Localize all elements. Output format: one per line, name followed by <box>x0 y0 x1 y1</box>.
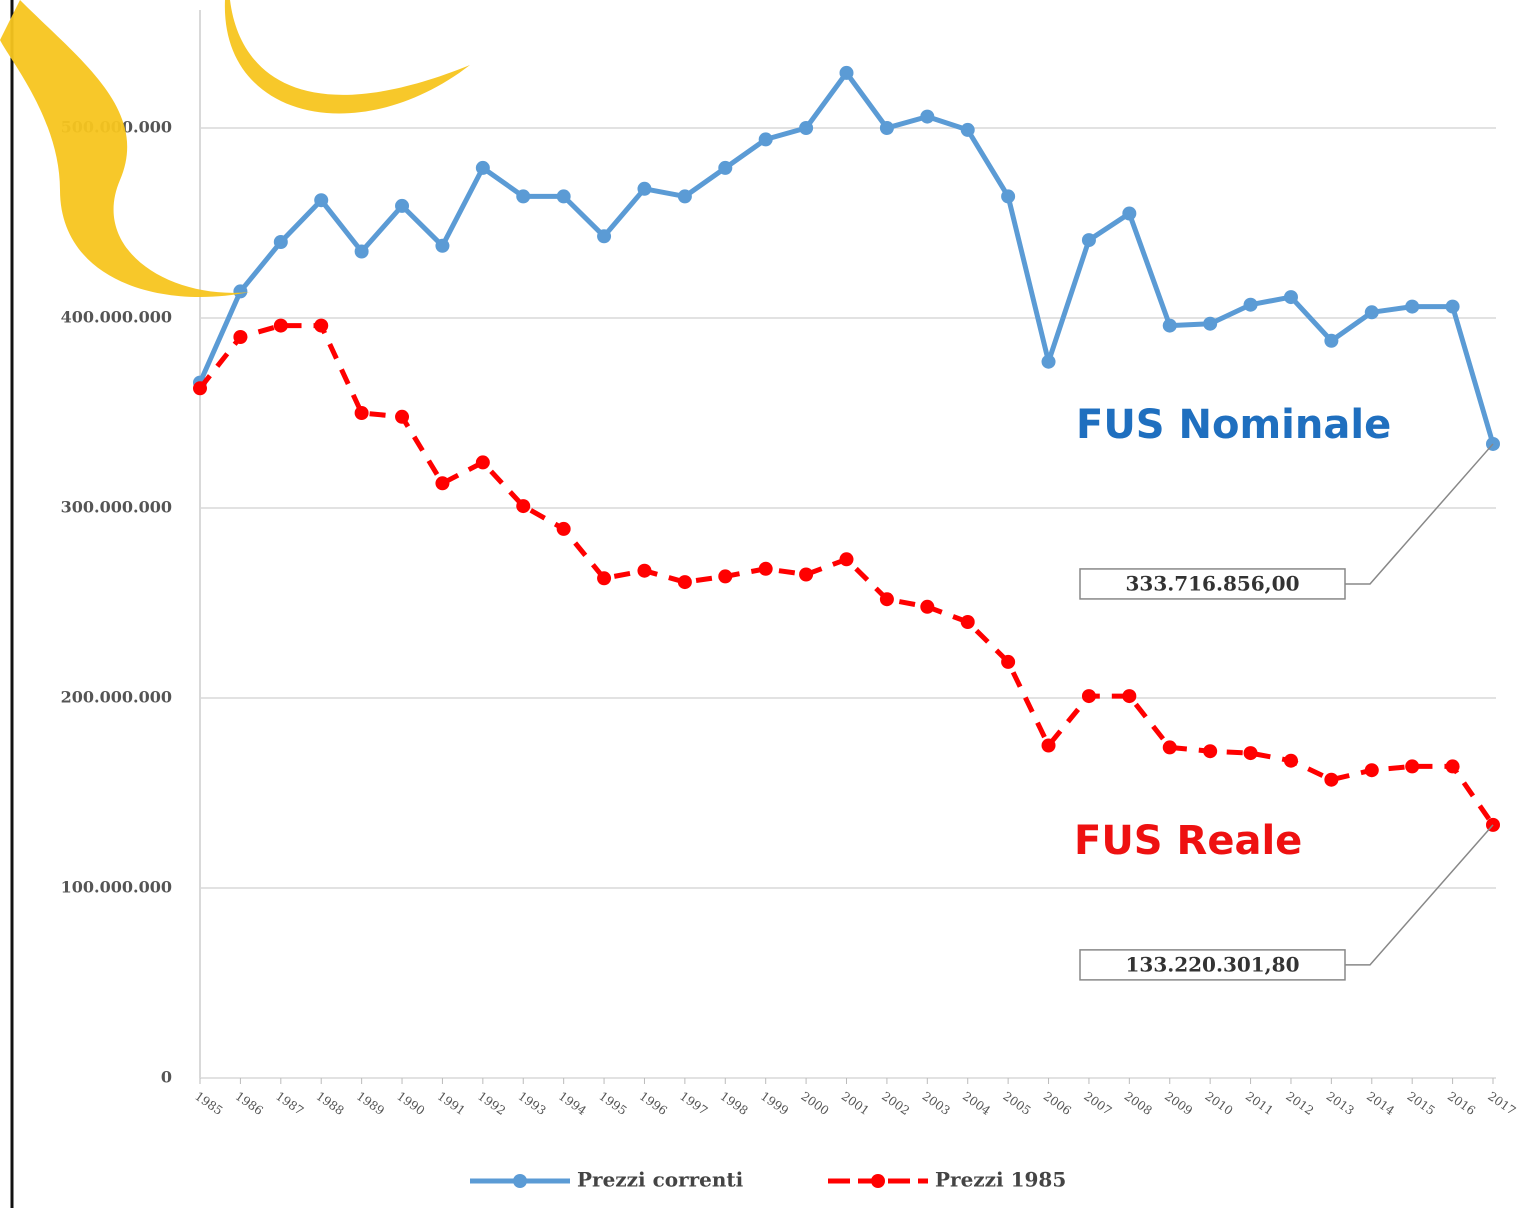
y-tick-label: 300.000.000 <box>61 498 172 517</box>
y-tick-label: 100.000.000 <box>61 878 172 897</box>
point <box>233 284 247 298</box>
point <box>1324 334 1338 348</box>
point <box>880 592 894 606</box>
point <box>1001 655 1015 669</box>
point <box>557 522 571 536</box>
y-tick-label: 400.000.000 <box>61 308 172 327</box>
point <box>1122 689 1136 703</box>
background <box>0 0 1526 1208</box>
point <box>880 121 894 135</box>
point <box>718 161 732 175</box>
point <box>920 110 934 124</box>
point <box>597 229 611 243</box>
point <box>314 193 328 207</box>
point <box>1203 317 1217 331</box>
y-tick-label: 200.000.000 <box>61 688 172 707</box>
point <box>678 575 692 589</box>
annotation: FUS Reale <box>1074 818 1302 864</box>
legend-label: Prezzi 1985 <box>935 1168 1066 1192</box>
point <box>435 239 449 253</box>
point <box>759 562 773 576</box>
point <box>840 552 854 566</box>
point <box>274 319 288 333</box>
point <box>395 199 409 213</box>
point <box>799 121 813 135</box>
point <box>395 410 409 424</box>
point <box>1365 305 1379 319</box>
point <box>1203 744 1217 758</box>
point <box>920 600 934 614</box>
point <box>718 569 732 583</box>
legend-marker <box>871 1174 885 1188</box>
point <box>1324 773 1338 787</box>
point <box>799 568 813 582</box>
point <box>274 235 288 249</box>
legend-marker <box>513 1174 527 1188</box>
point <box>557 189 571 203</box>
point <box>476 455 490 469</box>
annotation: FUS Nominale <box>1076 402 1391 448</box>
point <box>1284 754 1298 768</box>
point <box>1122 207 1136 221</box>
point <box>759 132 773 146</box>
point <box>516 499 530 513</box>
point <box>355 245 369 259</box>
point <box>1405 300 1419 314</box>
point <box>1082 233 1096 247</box>
point <box>435 476 449 490</box>
point <box>355 406 369 420</box>
point <box>1244 746 1258 760</box>
point <box>1082 689 1096 703</box>
value-label: 133.220.301,80 <box>1126 952 1300 976</box>
point <box>1284 290 1298 304</box>
point <box>1163 319 1177 333</box>
point <box>1405 759 1419 773</box>
point <box>1042 739 1056 753</box>
point <box>193 381 207 395</box>
point <box>597 571 611 585</box>
y-tick-label: 0 <box>161 1068 172 1087</box>
point <box>1446 300 1460 314</box>
point <box>516 189 530 203</box>
point <box>1446 759 1460 773</box>
point <box>961 123 975 137</box>
point <box>1042 355 1056 369</box>
value-label: 333.716.856,00 <box>1126 571 1300 595</box>
point <box>637 564 651 578</box>
point <box>637 182 651 196</box>
point <box>961 615 975 629</box>
point <box>678 189 692 203</box>
point <box>1244 298 1258 312</box>
point <box>233 330 247 344</box>
page: 0 100.000.000 200.000.000 300.000.000 400.00… <box>0 0 1526 1208</box>
chart: 0 100.000.000 200.000.000 300.000.000 400.00… <box>0 0 1526 1208</box>
point <box>1365 763 1379 777</box>
point <box>476 161 490 175</box>
point <box>314 319 328 333</box>
legend-label: Prezzi correnti <box>577 1168 744 1192</box>
point <box>1163 740 1177 754</box>
point <box>840 66 854 80</box>
point <box>1001 189 1015 203</box>
